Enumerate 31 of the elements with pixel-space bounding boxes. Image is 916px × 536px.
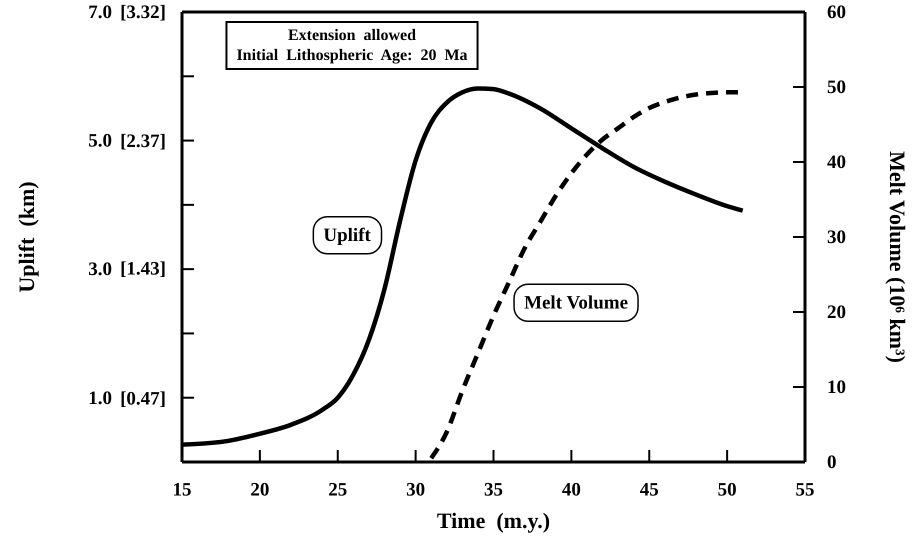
y-tick-label: 3.0 <box>88 259 112 280</box>
y-axis-title: Uplift (km) <box>14 181 39 293</box>
x-tick-label: 20 <box>250 479 270 500</box>
y2-tick-label: 40 <box>827 152 846 174</box>
y3-tick-label: [2.37] <box>120 130 166 152</box>
x-tick-label: 35 <box>484 479 503 500</box>
y-tick-label: 5.0 <box>88 130 112 152</box>
x-tick-label: 30 <box>406 479 426 500</box>
y3-tick-label: [0.47] <box>120 388 166 410</box>
x-axis-title: Time (m.y.) <box>436 508 550 533</box>
x-tick-label: 25 <box>328 479 348 500</box>
y2-tick-label: 60 <box>827 2 846 24</box>
y2-axis-title: Melt Volume (10⁶ km³) <box>885 151 910 363</box>
y3-tick-label: [1.43] <box>120 258 166 280</box>
annotation: Extension allowed <box>288 27 416 44</box>
series-label: Uplift <box>323 224 372 246</box>
series-label: Melt Volume <box>524 292 628 314</box>
x-tick-label: 50 <box>718 479 737 500</box>
y-tick-label: 7.0 <box>88 2 112 24</box>
y3-tick-label: [3.32] <box>120 2 166 24</box>
x-tick-label: 45 <box>640 479 659 500</box>
y2-tick-label: 20 <box>827 302 846 324</box>
x-tick-label: 40 <box>562 479 581 500</box>
y2-tick-label: 50 <box>827 77 846 98</box>
y2-tick-label: 10 <box>827 377 846 398</box>
y2-tick-label: 30 <box>827 227 846 248</box>
y-tick-label: 1.0 <box>88 388 112 409</box>
annotation: Initial Lithospheric Age: 20 Ma <box>236 47 468 64</box>
x-tick-label: 55 <box>796 479 814 500</box>
x-tick-label: 15 <box>172 479 192 500</box>
y2-tick-label: 0 <box>827 452 836 474</box>
